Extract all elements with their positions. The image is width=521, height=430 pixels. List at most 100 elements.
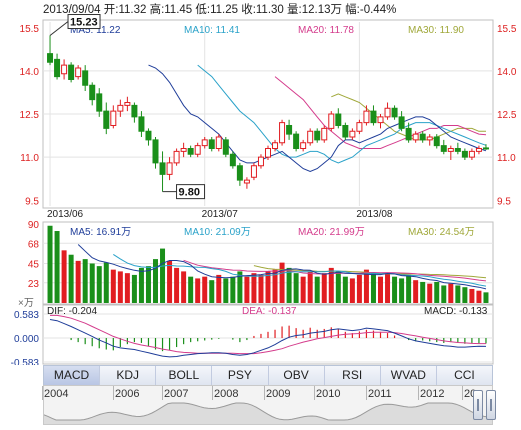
candle[interactable] bbox=[384, 102, 391, 120]
candle[interactable] bbox=[475, 145, 482, 155]
candle[interactable] bbox=[250, 162, 257, 181]
candle[interactable] bbox=[180, 142, 187, 158]
volume-bar[interactable] bbox=[293, 273, 299, 303]
timeline-left-handle[interactable] bbox=[473, 390, 483, 420]
volume-bar[interactable] bbox=[434, 281, 440, 303]
volume-bar[interactable] bbox=[258, 274, 264, 303]
candle[interactable] bbox=[398, 111, 405, 132]
candle[interactable] bbox=[89, 82, 96, 106]
tab-obv[interactable]: OBV bbox=[269, 366, 325, 385]
volume-bar[interactable] bbox=[181, 271, 187, 303]
volume-bar[interactable] bbox=[406, 274, 412, 303]
candle[interactable] bbox=[377, 114, 384, 129]
candle[interactable] bbox=[96, 88, 103, 117]
tab-macd[interactable]: MACD bbox=[44, 366, 101, 385]
volume-bar[interactable] bbox=[427, 283, 433, 303]
volume-bar[interactable] bbox=[96, 266, 102, 303]
candle[interactable] bbox=[300, 139, 307, 152]
candle[interactable] bbox=[145, 128, 152, 146]
volume-bar[interactable] bbox=[363, 269, 369, 303]
volume-bar[interactable] bbox=[160, 248, 166, 303]
volume-bar[interactable] bbox=[279, 262, 285, 303]
tab-psy[interactable]: PSY bbox=[212, 366, 269, 385]
volume-bar[interactable] bbox=[483, 292, 489, 303]
tab-kdj[interactable]: KDJ bbox=[100, 366, 157, 385]
candle[interactable] bbox=[173, 148, 180, 166]
candle[interactable] bbox=[433, 134, 440, 149]
tab-wvad[interactable]: WVAD bbox=[381, 366, 437, 385]
candle[interactable] bbox=[454, 142, 461, 155]
candle[interactable] bbox=[54, 53, 61, 80]
candle[interactable] bbox=[152, 137, 159, 169]
candle[interactable] bbox=[103, 102, 110, 135]
volume-bar[interactable] bbox=[145, 266, 151, 303]
candle[interactable] bbox=[328, 111, 335, 132]
candle[interactable] bbox=[138, 111, 145, 137]
candle[interactable] bbox=[314, 128, 321, 143]
volume-bar[interactable] bbox=[342, 276, 348, 303]
candle[interactable] bbox=[342, 122, 349, 140]
volume-bar[interactable] bbox=[476, 290, 482, 303]
volume-bar[interactable] bbox=[413, 280, 419, 303]
volume-bar[interactable] bbox=[188, 276, 194, 303]
candle[interactable] bbox=[47, 35, 54, 66]
tab-boll[interactable]: BOLL bbox=[156, 366, 213, 385]
volume-bar[interactable] bbox=[68, 254, 74, 303]
volume-bar[interactable] bbox=[378, 276, 383, 303]
candle[interactable] bbox=[461, 148, 468, 161]
volume-bar[interactable] bbox=[167, 260, 173, 303]
candle[interactable] bbox=[229, 151, 236, 169]
volume-bar[interactable] bbox=[272, 269, 278, 303]
volume-bar[interactable] bbox=[82, 259, 88, 303]
candlesticks[interactable] bbox=[47, 35, 489, 192]
volume-bar[interactable] bbox=[230, 276, 236, 303]
candle[interactable] bbox=[110, 105, 117, 129]
volume-bar[interactable] bbox=[54, 231, 60, 303]
tab-rsi[interactable]: RSI bbox=[325, 366, 381, 385]
volume-bar[interactable] bbox=[335, 271, 341, 303]
candle[interactable] bbox=[257, 154, 264, 169]
volume-bar[interactable] bbox=[209, 280, 215, 303]
volume-bar[interactable] bbox=[448, 283, 454, 303]
volume-bar[interactable] bbox=[385, 273, 391, 303]
timeline-navigator[interactable]: 2004 2006 2007 2008 2009 2010 2011 2012 20 bbox=[42, 385, 493, 425]
volume-bar[interactable] bbox=[131, 274, 137, 303]
volume-bar[interactable] bbox=[153, 259, 158, 303]
volume-bar[interactable] bbox=[237, 271, 243, 303]
volume-bar[interactable] bbox=[265, 271, 271, 303]
volume-bar[interactable] bbox=[138, 267, 144, 303]
candle[interactable] bbox=[124, 96, 131, 112]
volume-bar[interactable] bbox=[47, 225, 53, 303]
candle[interactable] bbox=[82, 65, 89, 91]
candle[interactable] bbox=[222, 137, 229, 158]
volume-bar[interactable] bbox=[124, 273, 130, 303]
candle[interactable] bbox=[201, 137, 208, 149]
candle[interactable] bbox=[468, 148, 475, 161]
candle[interactable] bbox=[187, 145, 194, 158]
volume-bar[interactable] bbox=[392, 276, 398, 303]
candle[interactable] bbox=[307, 128, 314, 146]
candle[interactable] bbox=[215, 134, 222, 152]
volume-bar[interactable] bbox=[202, 276, 208, 303]
candle[interactable] bbox=[208, 137, 215, 152]
volume-bar[interactable] bbox=[75, 260, 81, 303]
candle[interactable] bbox=[286, 119, 293, 140]
tab-cci[interactable]: CCI bbox=[454, 368, 475, 382]
volume-bar[interactable] bbox=[420, 281, 426, 303]
timeline-right-handle[interactable] bbox=[486, 390, 496, 420]
candle[interactable] bbox=[272, 139, 279, 152]
volume-bar[interactable] bbox=[244, 276, 250, 303]
volume-bar[interactable] bbox=[251, 273, 257, 303]
volume-bar[interactable] bbox=[110, 269, 116, 303]
candle[interactable] bbox=[117, 99, 124, 117]
volume-bar[interactable] bbox=[286, 267, 292, 303]
candle[interactable] bbox=[349, 128, 356, 140]
candle[interactable] bbox=[194, 142, 201, 158]
candle[interactable] bbox=[447, 145, 454, 160]
candle[interactable] bbox=[363, 105, 370, 126]
candle[interactable] bbox=[166, 157, 173, 181]
candle[interactable] bbox=[356, 119, 363, 135]
candle[interactable] bbox=[335, 108, 342, 129]
volume-bar[interactable] bbox=[462, 287, 468, 303]
volume-bar[interactable] bbox=[441, 285, 447, 303]
